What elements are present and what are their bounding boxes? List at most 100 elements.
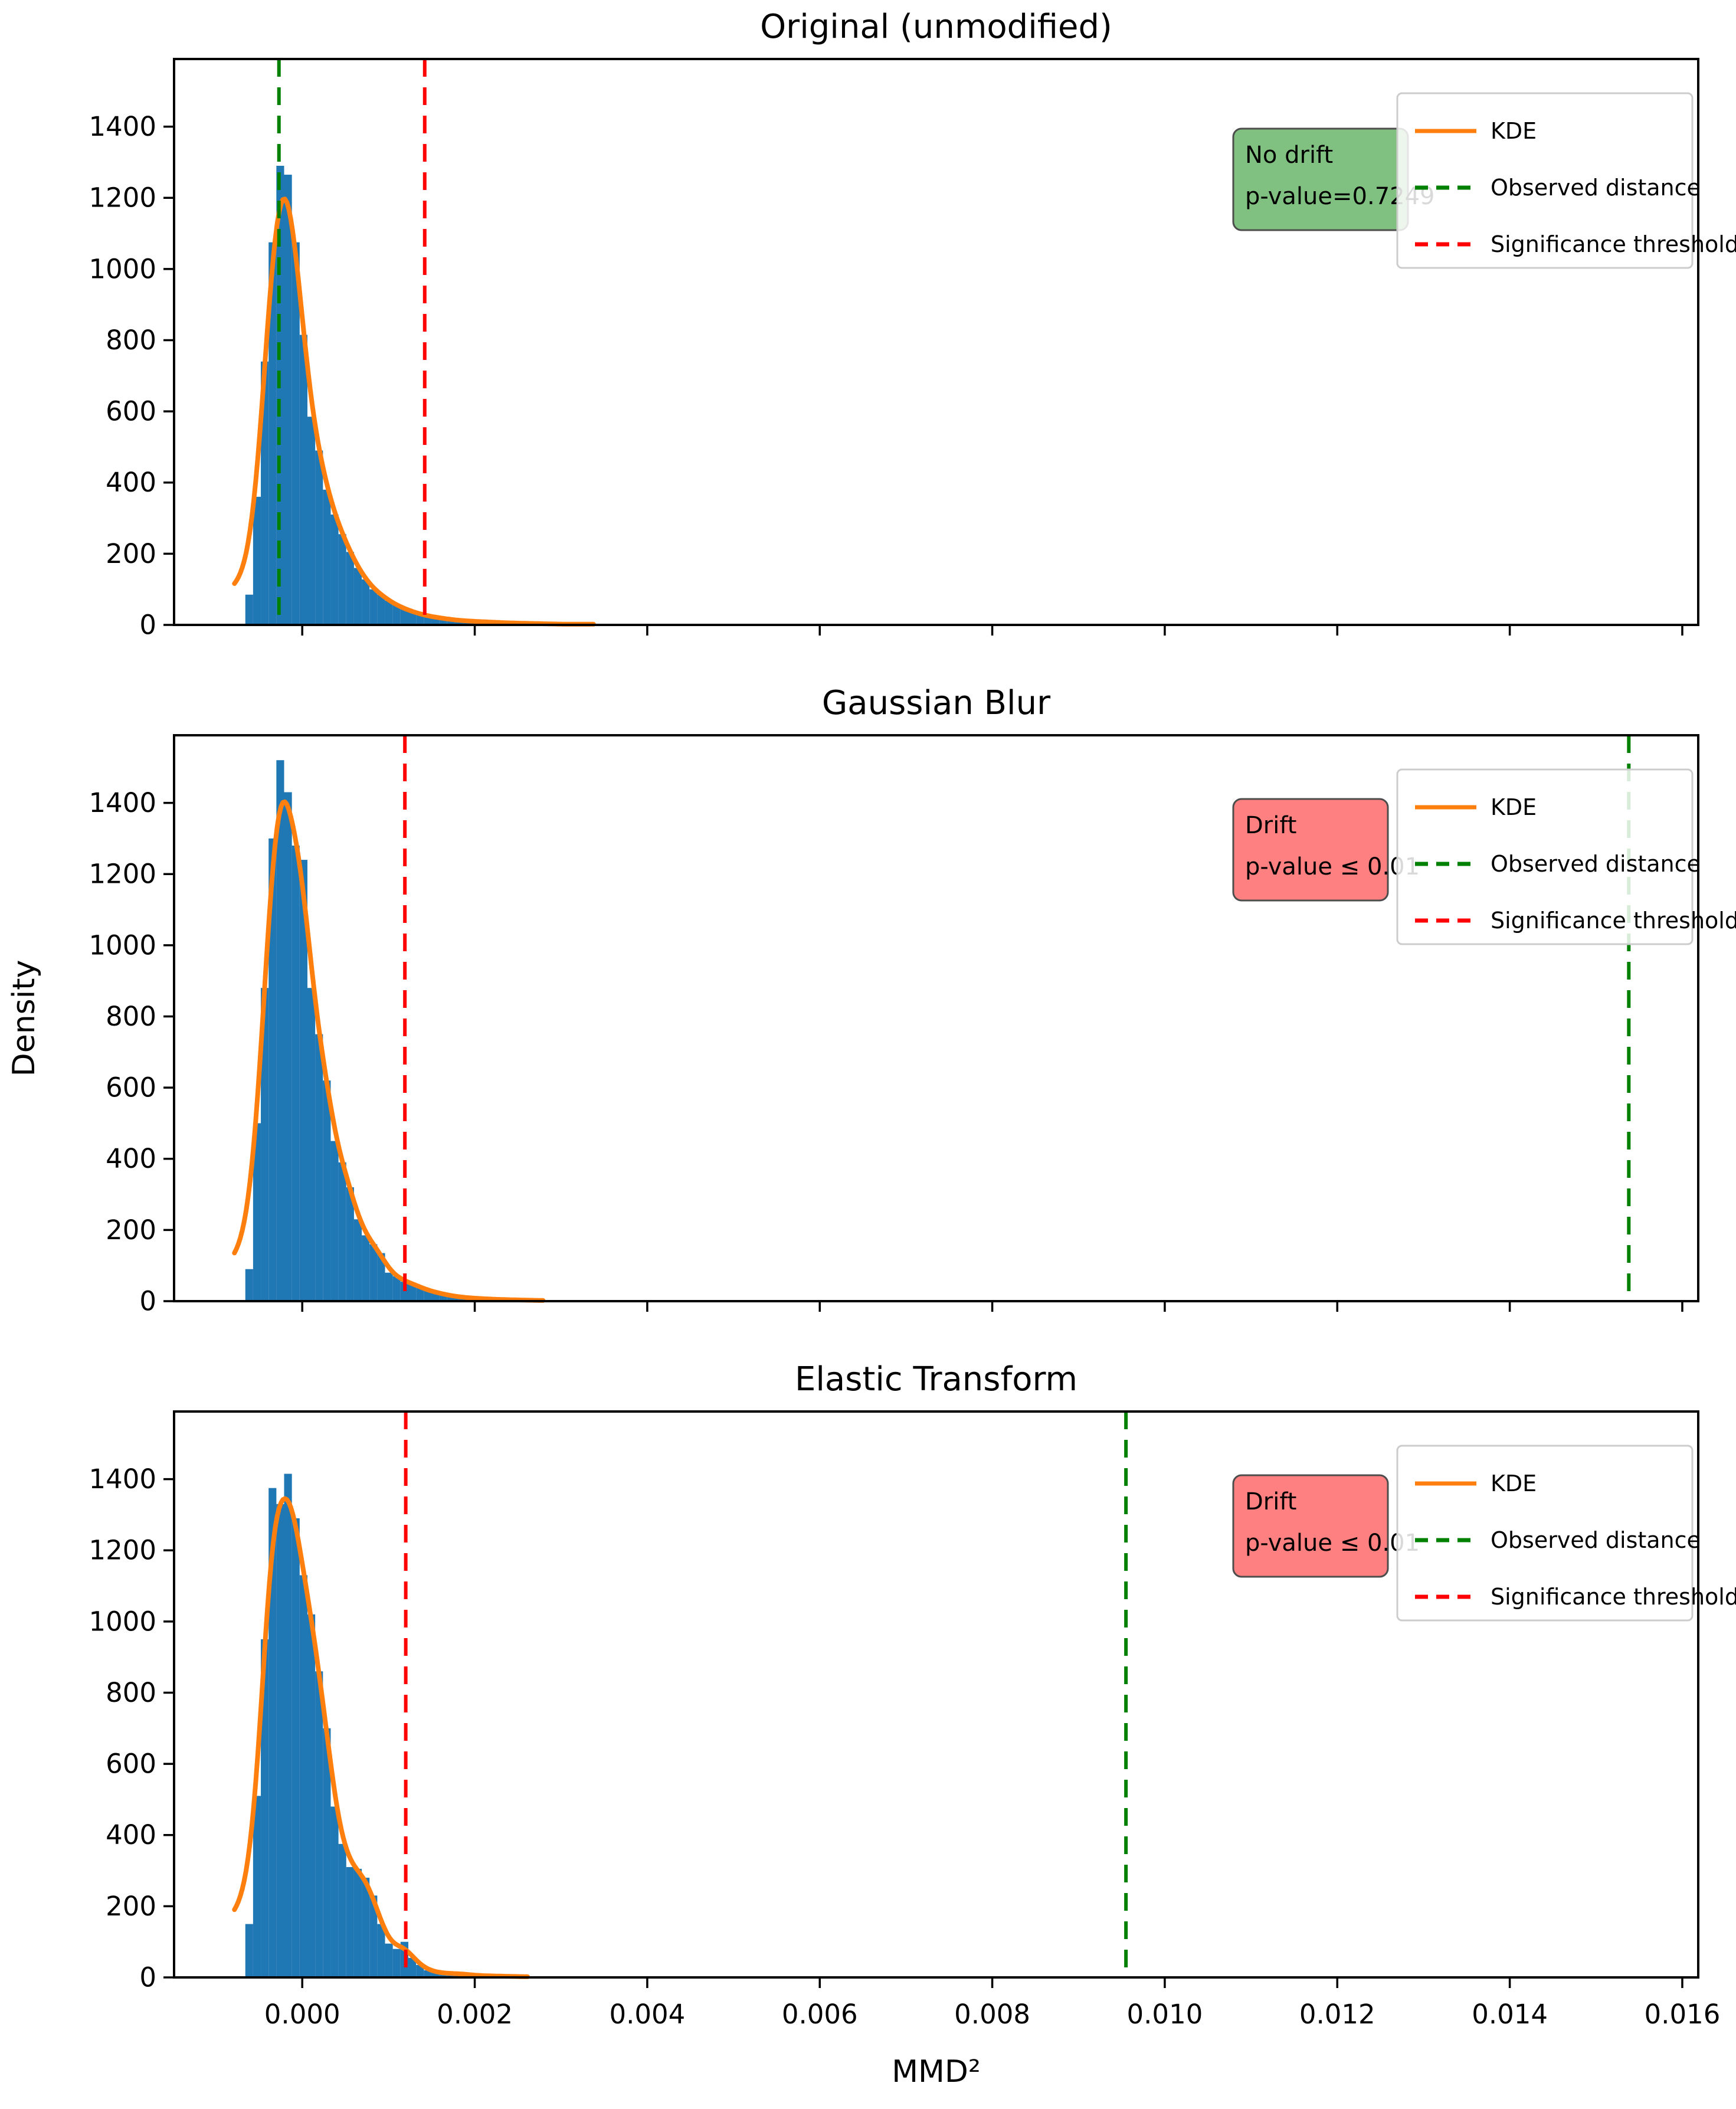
histogram-bar (447, 1295, 455, 1301)
annotation-line-1: No drift (1245, 142, 1333, 169)
histogram-bar (307, 988, 316, 1301)
y-tick-label: 600 (106, 396, 156, 427)
y-tick-label: 1200 (89, 182, 156, 214)
histogram-bar (245, 1924, 253, 1977)
histogram-bar (276, 760, 284, 1301)
histogram-bar (284, 792, 292, 1301)
annotation-box (1232, 1474, 1389, 1578)
histogram-bar (369, 1895, 378, 1977)
histogram-bar (253, 496, 261, 625)
histogram-bar (369, 589, 378, 625)
histogram-bar (392, 605, 401, 625)
annotation-line-2: p-value ≤ 0.01 (1245, 1530, 1420, 1557)
subplot-0: 0 200 400 600 800 1000 1200 1400 Original (unmod… (89, 8, 1736, 641)
histogram-bar (362, 579, 370, 625)
drift-annotation: Drift p-value ≤ 0.01 (1232, 1474, 1420, 1578)
histogram-bar (377, 1924, 385, 1977)
histogram-bar (299, 1575, 307, 1977)
histogram-bar (276, 165, 284, 626)
y-tick-label: 1200 (89, 1535, 156, 1566)
legend: KDE Observed distance Significance thresho… (1396, 1445, 1736, 1622)
histogram-bar (315, 1671, 323, 1977)
histogram-bar (392, 1276, 401, 1301)
histogram-bar (338, 1843, 346, 1977)
histogram-bar (408, 1283, 417, 1301)
y-tick-label: 800 (106, 1677, 156, 1708)
y-tick-label: 400 (106, 1143, 156, 1174)
histogram-bar (330, 1806, 339, 1977)
subplot-title: Original (unmodified) (760, 8, 1112, 46)
subplot-1: 0 200 400 600 800 1000 1200 1400 Gaussian Blur Dr… (89, 684, 1736, 1317)
legend-label: Observed distance (1491, 175, 1701, 201)
x-tick-label: 0.004 (609, 1999, 685, 2030)
axes-spines (173, 734, 1699, 1302)
legend-label: Significance threshold (1491, 1584, 1736, 1610)
legend-label: Observed distance (1491, 1527, 1701, 1553)
histogram-bar (307, 417, 316, 625)
drift-annotation: Drift p-value ≤ 0.01 (1232, 798, 1420, 902)
histogram-bar (261, 1639, 269, 1977)
histogram-bar (400, 608, 409, 625)
histogram-bar (346, 552, 354, 625)
y-tick-label: 1400 (89, 787, 156, 818)
histogram-bar (439, 618, 447, 625)
annotation-line-2: p-value ≤ 0.01 (1245, 853, 1420, 880)
histogram-bar (408, 611, 417, 625)
histogram-bar (307, 1614, 316, 1977)
legend: KDE Observed distance Significance thresho… (1396, 768, 1736, 945)
histogram-bar (346, 1867, 354, 1977)
histogram-bar (447, 619, 455, 625)
y-tick-label: 200 (106, 1891, 156, 1922)
y-tick-label: 400 (106, 467, 156, 498)
y-tick-label: 1000 (89, 929, 156, 961)
histogram-bar (268, 242, 277, 625)
histogram-bar (245, 1269, 253, 1301)
y-tick-label: 1400 (89, 1463, 156, 1495)
histogram-bar (338, 534, 346, 625)
y-tick-label: 1000 (89, 253, 156, 284)
axes-spines (173, 1410, 1699, 1979)
histogram-bar (431, 1972, 440, 1977)
histogram-bar (416, 1964, 424, 1977)
histogram-bar (323, 489, 331, 625)
y-tick-label: 1000 (89, 1606, 156, 1637)
histogram-bar (284, 1473, 292, 1977)
histogram-bar (416, 1286, 424, 1301)
histogram-bar (353, 568, 362, 625)
histogram-bar (385, 1943, 393, 1977)
histogram-bar (408, 1957, 417, 1977)
histogram-bar (253, 1796, 261, 1977)
histogram-bar (362, 1235, 370, 1301)
x-tick-label: 0.006 (782, 1999, 858, 2030)
histogram-bar (253, 1123, 261, 1301)
x-tick-label: 0.014 (1472, 1999, 1548, 2030)
histogram-bar (377, 1253, 385, 1301)
histogram-bar (291, 242, 300, 625)
histogram-bar (362, 1878, 370, 1977)
kde-line (232, 799, 546, 1303)
legend-box (1396, 1445, 1694, 1622)
histogram-bar (353, 1869, 362, 1977)
annotation-line-1: Drift (1245, 1488, 1296, 1515)
x-axis-label: MMD² (892, 2054, 981, 2090)
y-tick-label: 0 (139, 610, 156, 641)
histogram-bars (245, 1473, 587, 1977)
y-tick-label: 600 (106, 1748, 156, 1780)
histogram-bar (276, 1504, 284, 1977)
kde-line (232, 197, 596, 627)
histogram-bar (268, 838, 277, 1301)
y-tick-label: 200 (106, 538, 156, 569)
annotation-box (1232, 798, 1389, 902)
x-tick-label: 0.016 (1645, 1999, 1721, 2030)
subplot-2: 0 200 400 600 800 1000 1200 1400 0.000 0.002 0.004… (89, 1360, 1736, 2030)
histogram-bar (291, 1518, 300, 1977)
kde-line (232, 1496, 530, 1979)
histogram-bar (315, 1034, 323, 1301)
histogram-bar (299, 335, 307, 625)
y-tick-label: 0 (139, 1962, 156, 1993)
histogram-bar (439, 1973, 447, 1977)
histogram-bar (323, 1080, 331, 1301)
annotation-line-1: Drift (1245, 812, 1296, 839)
